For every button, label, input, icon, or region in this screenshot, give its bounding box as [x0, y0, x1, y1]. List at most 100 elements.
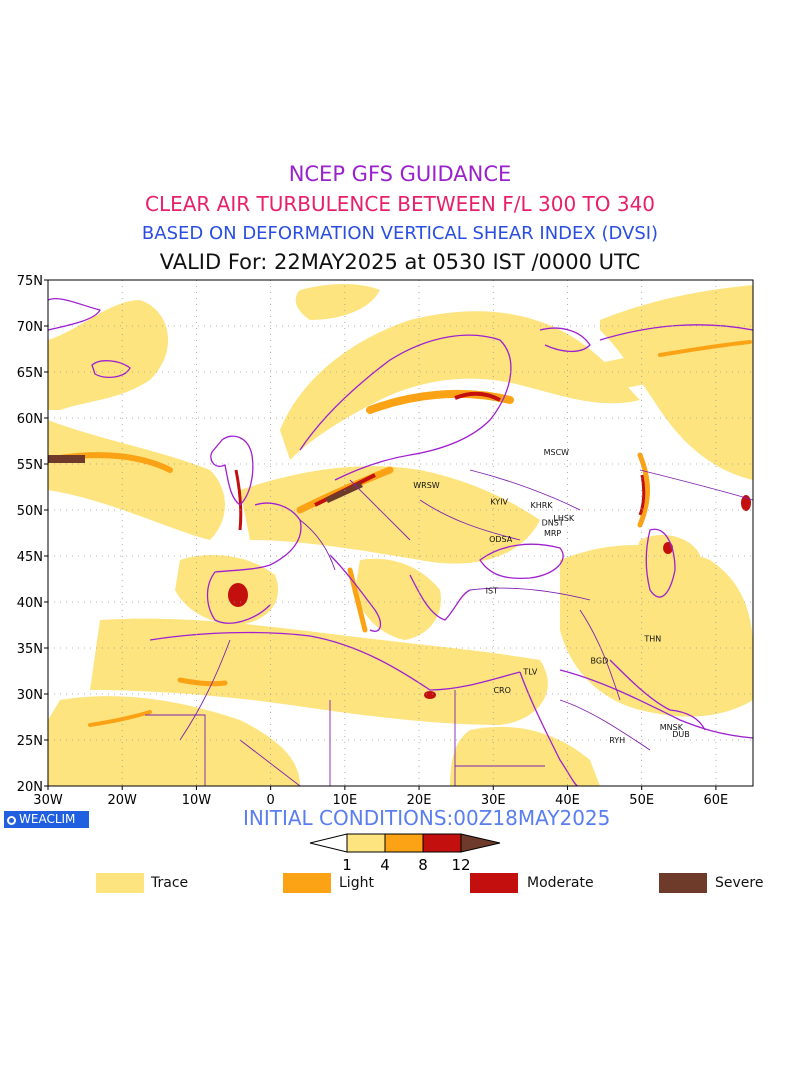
initial-conditions: INITIAL CONDITIONS:00Z18MAY2025: [243, 806, 611, 830]
weaclim-logo: WEACLIM: [4, 811, 89, 828]
coastline-iceland: [91, 360, 131, 379]
severe-band-atlantic: [48, 455, 85, 463]
border-russia: [469, 469, 581, 511]
trace-area-balkans: [355, 558, 441, 640]
trace-area-arabia: [450, 726, 600, 786]
city-label-ist: IST: [486, 587, 498, 596]
lat-label-60n: 60N: [17, 412, 43, 427]
city-label-kyiv: KYIV: [490, 497, 508, 506]
lat-label-50n: 50N: [17, 504, 43, 519]
light-band-canary: [88, 710, 152, 727]
coastline-western-europe: [206, 502, 302, 624]
city-label-lhsk: LHSK: [553, 514, 575, 523]
moderate-spot-libya: [424, 691, 436, 699]
colorbar-light: [384, 833, 424, 853]
lon-label-0: 0: [266, 793, 274, 808]
colorbar-moderate: [422, 833, 462, 853]
latitude-labels: 75N 70N 65N 60N 55N 50N 45N 40N 35N 30N 25N 20N: [17, 274, 43, 795]
border-algeria-morocco: [179, 639, 231, 741]
lat-label-45n: 45N: [17, 550, 43, 565]
trace-area-central-europe: [240, 466, 540, 564]
colorbar-high-arrow: [460, 833, 501, 853]
colorbar-tick-12: 12: [451, 856, 470, 874]
border-saudi-iraq: [559, 699, 651, 751]
lon-label-60e: 60E: [704, 793, 729, 808]
moderate-band-russia: [638, 474, 646, 516]
lon-label-20e: 20E: [407, 793, 432, 808]
longitude-labels: 30W 20W 10W 0 10E 20E 30E 40E 50E 60E: [33, 793, 728, 808]
coastline-greenland: [48, 298, 101, 331]
city-label-wrsw: WRSW: [413, 481, 440, 490]
valid-time: VALID For: 22MAY2025 at 0530 IST /0000 U…: [159, 250, 641, 274]
trace-area-atlantic-north: [48, 300, 169, 410]
title-line-3: BASED ON DEFORMATION VERTICAL SHEAR INDE…: [141, 223, 659, 244]
city-label-mscw: MSCW: [544, 448, 570, 457]
trace-area-caspian: [636, 535, 700, 595]
moderate-spot-iberia: [228, 583, 248, 607]
moderate-band-finland: [454, 391, 501, 402]
lat-label-35n: 35N: [17, 642, 43, 657]
border-algeria-mali: [239, 739, 301, 786]
coastline-scandinavia: [299, 334, 512, 481]
legend-label-severe: Severe: [715, 875, 764, 891]
lat-label-65n: 65N: [17, 366, 43, 381]
light-band-east: [658, 340, 752, 357]
lon-label-30e: 30E: [481, 793, 506, 808]
trace-area-greenland-sea: [295, 284, 380, 320]
city-label-mrp: MRP: [544, 529, 561, 538]
coastline-north-africa: [149, 631, 521, 691]
moderate-band-britain: [234, 469, 243, 531]
light-band-italy: [347, 567, 368, 633]
lon-label-40e: 40E: [555, 793, 580, 808]
border-ukraine: [419, 499, 521, 541]
colorbar-tick-4: 4: [380, 856, 390, 874]
coastline-black-sea: [479, 543, 564, 580]
border-poland: [349, 479, 411, 541]
colorbar-low-arrow: [309, 833, 348, 853]
legend-label-trace: Trace: [151, 875, 189, 891]
legend-label-light: Light: [339, 875, 374, 891]
city-label-bgd: BGD: [591, 657, 609, 666]
city-label-khrk: KHRK: [530, 501, 553, 510]
colorbar: 1 4 8 12: [309, 833, 501, 874]
severe-band-baltic: [325, 482, 363, 503]
city-label-mnsk: MNSK: [660, 723, 684, 732]
coastline-arabia: [559, 669, 753, 739]
colorbar-trace: [346, 833, 386, 853]
lon-label-30w: 30W: [33, 793, 63, 808]
coastline-persian-gulf: [609, 659, 706, 731]
border-kazakhstan: [639, 469, 753, 501]
turbulence-field: [48, 284, 753, 786]
moderate-spot-east-edge: [741, 495, 751, 511]
legend-label-moderate: Moderate: [527, 875, 594, 891]
trace-area-north-africa: [48, 696, 300, 786]
city-label-dub: DUB: [672, 730, 690, 739]
lat-label-30n: 30N: [17, 688, 43, 703]
colorbar-tick-8: 8: [418, 856, 428, 874]
coastline-caspian: [645, 528, 676, 598]
trace-area-east-russia: [600, 285, 753, 480]
trace-area-mediterranean: [90, 618, 548, 725]
map-frame: [47, 279, 754, 787]
legend-swatch-trace: [96, 873, 144, 893]
city-label-odsa: ODSA: [489, 535, 513, 544]
coastline-red-sea: [519, 671, 579, 786]
title-line-1: NCEP GFS GUIDANCE: [288, 162, 512, 186]
lon-label-10e: 10E: [332, 793, 357, 808]
logo-ring-icon: [7, 816, 16, 825]
severe-areas: [48, 455, 363, 503]
coastline-british-isles: [210, 435, 254, 506]
trace-area-scandinavia-band: [280, 311, 640, 460]
coastline-italy: [329, 554, 382, 632]
lat-label-20n: 20N: [17, 780, 43, 795]
border-france-germany: [299, 519, 336, 571]
lon-label-50e: 50E: [629, 793, 654, 808]
lat-label-75n: 75N: [17, 274, 43, 289]
trace-areas: [48, 284, 753, 786]
lon-label-20w: 20W: [108, 793, 138, 808]
city-label-thn: THN: [643, 635, 661, 644]
city-label-tlv: TLV: [522, 668, 537, 677]
lat-label-55n: 55N: [17, 458, 43, 473]
light-band-morocco: [177, 677, 228, 687]
